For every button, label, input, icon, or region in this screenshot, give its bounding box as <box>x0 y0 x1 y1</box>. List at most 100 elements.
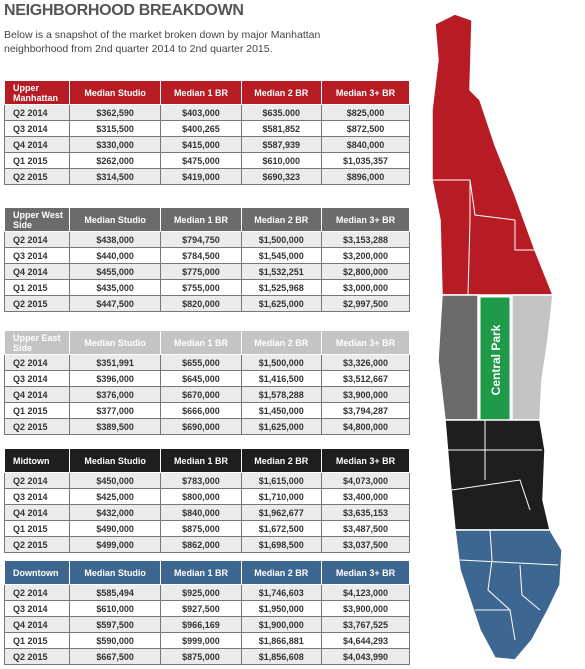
column-header: Median 3+ BR <box>320 207 411 232</box>
price-cell: $784,500 <box>160 247 242 264</box>
quarter-cell: Q2 2015 <box>4 648 70 665</box>
quarter-cell: Q2 2014 <box>4 472 70 489</box>
quarter-cell: Q3 2014 <box>4 247 70 264</box>
column-header: Median 2 BR <box>240 207 322 232</box>
quarter-cell: Q3 2014 <box>4 488 70 505</box>
column-header: Median 2 BR <box>240 80 322 105</box>
price-cell: $499,000 <box>68 536 162 553</box>
price-cell: $597,500 <box>68 616 162 633</box>
table-row: Q2 2014 $585,494 $925,000 $1,746,603 $4,123,… <box>4 584 411 601</box>
map-region-upper-west-side <box>437 294 479 421</box>
map-border <box>467 180 471 296</box>
price-cell: $1,962,677 <box>240 504 322 521</box>
table-row: Q2 2015 $447,500 $820,000 $1,625,000 $2,997,… <box>4 295 411 312</box>
price-cell: $1,746,603 <box>240 584 322 601</box>
price-cell: $1,500,000 <box>240 354 322 371</box>
table-header-row: Upper Manhattan Median Studio Median 1 BR Me… <box>4 80 411 105</box>
quarter-cell: Q3 2014 <box>4 370 70 387</box>
price-cell: $1,625,000 <box>240 295 322 312</box>
column-header: Median 3+ BR <box>320 448 411 473</box>
column-header: Median 3+ BR <box>320 80 411 105</box>
map-border <box>519 564 541 611</box>
price-cell: $376,000 <box>68 386 162 403</box>
quarter-cell: Q1 2015 <box>4 632 70 649</box>
neighborhood-table: Midtown Median Studio Median 1 BR Median 2 … <box>4 448 411 553</box>
price-cell: $4,073,000 <box>320 472 411 489</box>
column-header: Median 2 BR <box>240 330 322 355</box>
column-header: Median Studio <box>68 560 162 585</box>
price-cell: $1,615,000 <box>240 472 322 489</box>
price-cell: $400,265 <box>160 120 242 137</box>
price-cell: $377,000 <box>68 402 162 419</box>
price-cell: $1,625,000 <box>240 418 322 435</box>
neighborhood-name-line: Downtown <box>13 567 59 578</box>
price-cell: $925,000 <box>160 584 242 601</box>
price-cell: $3,326,000 <box>320 354 411 371</box>
price-cell: $666,000 <box>160 402 242 419</box>
neighborhood-name-line: Upper West <box>13 209 63 220</box>
price-cell: $351,991 <box>68 354 162 371</box>
table-row: Q4 2014 $455,000 $775,000 $1,532,251 $2,800,… <box>4 263 411 280</box>
price-cell: $4,644,293 <box>320 632 411 649</box>
table-row: Q2 2014 $351,991 $655,000 $1,500,000 $3,326,… <box>4 354 411 371</box>
price-cell: $419,000 <box>160 168 242 185</box>
neighborhood-name-line: Upper East <box>13 332 61 343</box>
neighborhood-name: Upper East Side <box>4 330 70 355</box>
map-border <box>432 179 516 221</box>
price-cell: $330,000 <box>68 136 162 153</box>
table-header-row: Upper East Side Median Studio Median 1 BR Me… <box>4 330 411 355</box>
price-cell: $927,500 <box>160 600 242 617</box>
table-header-row: Upper West Side Median Studio Median 1 BR Me… <box>4 207 411 232</box>
price-cell: $415,000 <box>160 136 242 153</box>
price-cell: $262,000 <box>68 152 162 169</box>
price-cell: $825,000 <box>320 104 411 121</box>
price-cell: $1,450,000 <box>240 402 322 419</box>
price-cell: $1,866,881 <box>240 632 322 649</box>
neighborhood-table: Upper Manhattan Median Studio Median 1 BR Me… <box>4 80 411 185</box>
price-cell: $590,000 <box>68 632 162 649</box>
price-cell: $1,532,251 <box>240 263 322 280</box>
map-border <box>487 529 511 611</box>
price-cell: $1,500,000 <box>240 231 322 248</box>
quarter-cell: Q2 2014 <box>4 231 70 248</box>
price-cell: $840,000 <box>320 136 411 153</box>
price-cell: $396,000 <box>68 370 162 387</box>
table-row: Q3 2014 $396,000 $645,000 $1,416,500 $3,512,… <box>4 370 411 387</box>
price-cell: $403,000 <box>160 104 242 121</box>
column-header: Median Studio <box>68 207 162 232</box>
table-row: Q4 2014 $376,000 $670,000 $1,578,288 $3,900,… <box>4 386 411 403</box>
price-cell: $840,000 <box>160 504 242 521</box>
price-cell: $3,900,000 <box>320 600 411 617</box>
map-border <box>459 559 559 566</box>
quarter-cell: Q4 2014 <box>4 136 70 153</box>
neighborhood-name-line: Midtown <box>13 455 50 466</box>
price-cell: $585,494 <box>68 584 162 601</box>
price-cell: $655,000 <box>160 354 242 371</box>
neighborhood-name-line: Manhattan <box>13 92 58 103</box>
quarter-cell: Q4 2014 <box>4 504 70 521</box>
column-header: Median 2 BR <box>240 448 322 473</box>
price-cell: $670,000 <box>160 386 242 403</box>
quarter-cell: Q2 2015 <box>4 168 70 185</box>
price-cell: $896,000 <box>320 168 411 185</box>
price-cell: $635.000 <box>240 104 322 121</box>
table-row: Q2 2014 $450,000 $783,000 $1,615,000 $4,073,… <box>4 472 411 489</box>
price-cell: $447,500 <box>68 295 162 312</box>
table-row: Q1 2015 $262,000 $475,000 $610,000 $1,035,35… <box>4 152 411 169</box>
neighborhood-name-line: Upper <box>13 82 40 93</box>
column-header: Median Studio <box>68 448 162 473</box>
price-cell: $875,000 <box>160 520 242 537</box>
central-park-label: Central Park <box>489 324 503 395</box>
price-cell: $783,000 <box>160 472 242 489</box>
table-row: Q2 2015 $389,500 $690,000 $1,625,000 $4,800,… <box>4 418 411 435</box>
table-row: Q2 2014 $438,000 $794,750 $1,500,000 $3,153,… <box>4 231 411 248</box>
table-row: Q2 2014 $362,590 $403,000 $635.000 $825,000 <box>4 104 411 121</box>
quarter-cell: Q2 2015 <box>4 418 70 435</box>
table-row: Q4 2014 $597,500 $966,169 $1,900,000 $3,767,… <box>4 616 411 633</box>
table-row: Q1 2015 $590,000 $999,000 $1,866,881 $4,644,… <box>4 632 411 649</box>
table-row: Q4 2014 $330,000 $415,000 $587,939 $840,000 <box>4 136 411 153</box>
price-cell: $435,000 <box>68 279 162 296</box>
price-cell: $4,043,990 <box>320 648 411 665</box>
quarter-cell: Q4 2014 <box>4 386 70 403</box>
price-cell: $1,578,288 <box>240 386 322 403</box>
